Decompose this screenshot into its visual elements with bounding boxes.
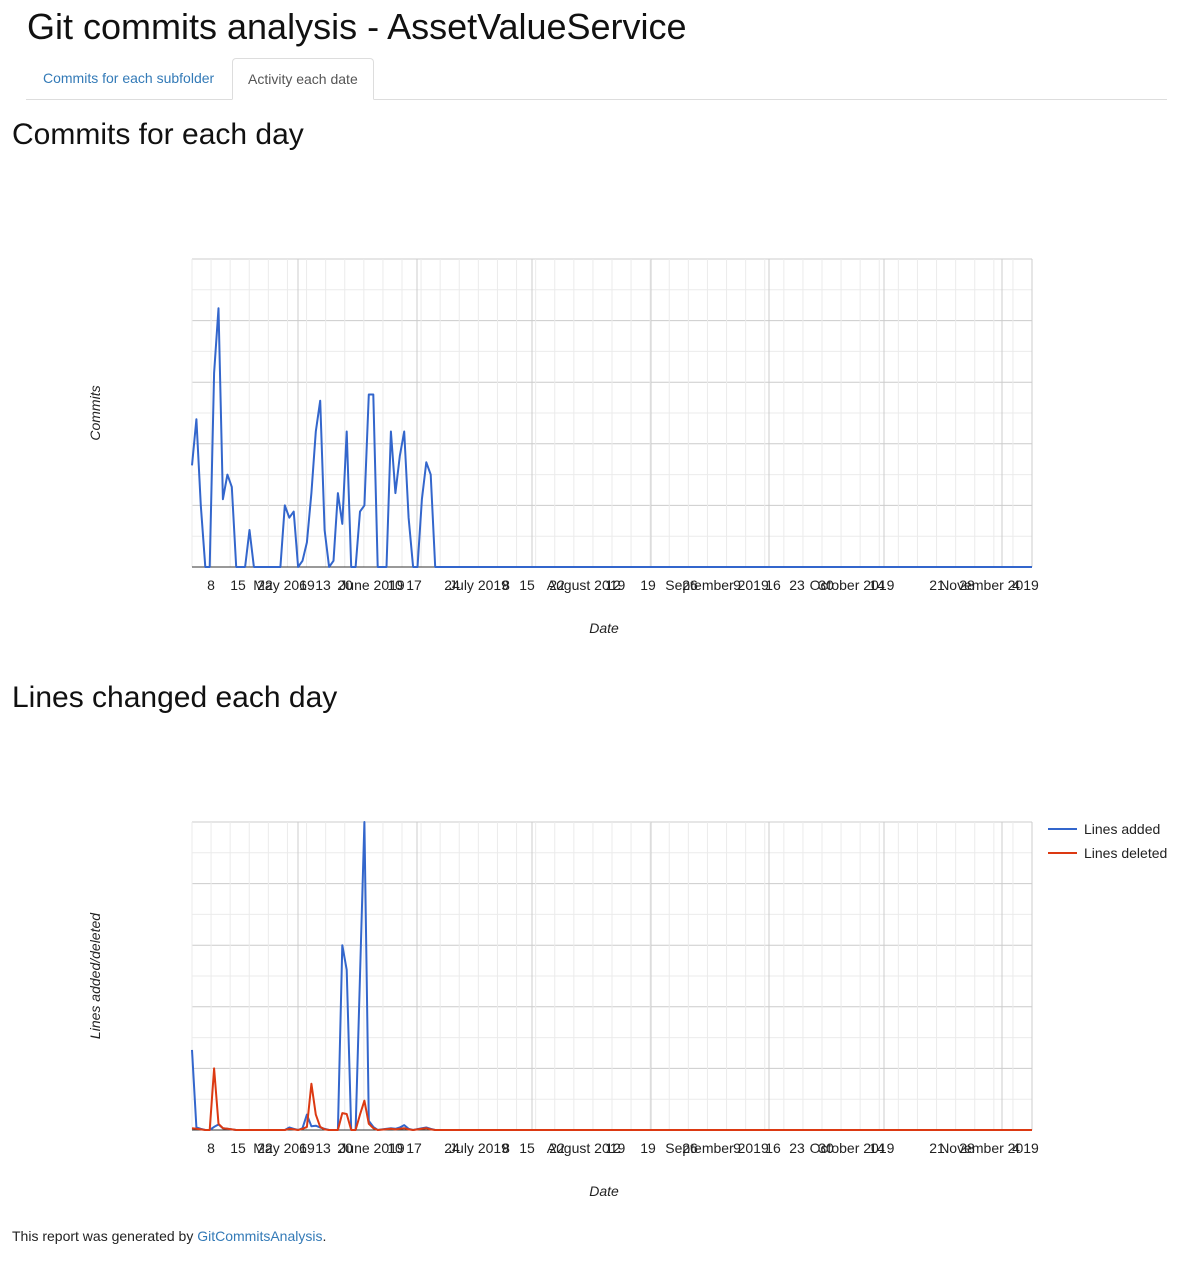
- x-tick-label: 16: [765, 577, 781, 593]
- x-tick-label: October 2019: [810, 577, 895, 593]
- x-tick-label: 12: [605, 577, 621, 593]
- chart-grid: [191, 821, 1033, 1131]
- lines-chart-heading: Lines changed each day: [12, 681, 338, 714]
- x-tick-label: 9: [733, 1140, 741, 1156]
- x-tick-label: 22: [257, 577, 273, 593]
- x-tick-label: 30: [818, 1140, 834, 1156]
- x-tick-label: 10: [387, 577, 403, 593]
- x-tick-label: 8: [207, 1140, 215, 1156]
- x-tick-label: 24: [444, 577, 460, 593]
- x-tick-label: 22: [257, 1140, 273, 1156]
- x-tick-label: 28: [959, 577, 975, 593]
- x-tick-label: 21: [929, 577, 945, 593]
- series-line-1: [191, 307, 1032, 568]
- x-axis-title: Date: [589, 1183, 619, 1199]
- x-tick-label: July 2019: [449, 1140, 509, 1156]
- x-tick-label: 28: [959, 1140, 975, 1156]
- x-tick-label: 19: [640, 1140, 656, 1156]
- x-tick-label: 8: [207, 577, 215, 593]
- legend-label: Lines added: [1084, 821, 1160, 837]
- x-tick-label: 9: [733, 577, 741, 593]
- x-tick-label: 8: [502, 1140, 510, 1156]
- x-tick-label: August 2019: [547, 1140, 626, 1156]
- footer-link[interactable]: GitCommitsAnalysis: [197, 1228, 323, 1244]
- tab-activity-each-date[interactable]: Activity each date: [232, 58, 374, 100]
- x-tick-label: June 2019: [339, 1140, 405, 1156]
- x-tick-label: 12: [605, 1140, 621, 1156]
- x-tick-label: 17: [406, 1140, 422, 1156]
- x-tick-label: May 2019: [253, 577, 315, 593]
- page-title: Git commits analysis - AssetValueService: [27, 6, 687, 47]
- x-tick-label: 8: [502, 577, 510, 593]
- x-tick-label: September 2019: [665, 1140, 769, 1156]
- legend-label: Lines deleted: [1084, 845, 1167, 861]
- x-tick-label: October 2019: [810, 1140, 895, 1156]
- x-tick-label: 15: [230, 1140, 246, 1156]
- y-axis-title: Lines added/deleted: [87, 912, 103, 1039]
- footer-text: This report was generated by: [12, 1228, 198, 1244]
- y-axis-title: Commits: [87, 385, 103, 440]
- x-tick-label: 15: [519, 1140, 535, 1156]
- footer-suffix: .: [322, 1228, 327, 1244]
- x-axis-title: Date: [589, 620, 619, 636]
- x-tick-label: 16: [765, 1140, 781, 1156]
- x-tick-label: 24: [444, 1140, 460, 1156]
- x-tick-label: 6: [299, 1140, 307, 1156]
- tab-commits-for-each-subfolder[interactable]: Commits for each subfolder: [43, 70, 215, 86]
- x-tick-label: 21: [929, 1140, 945, 1156]
- x-tick-label: 17: [406, 577, 422, 593]
- x-tick-label: 26: [682, 577, 698, 593]
- x-tick-label: 30: [818, 577, 834, 593]
- x-tick-label: 4: [1012, 577, 1020, 593]
- x-tick-label: 22: [549, 577, 565, 593]
- x-tick-label: 13: [315, 577, 331, 593]
- x-tick-label: 6: [299, 577, 307, 593]
- x-tick-label: 19: [640, 577, 656, 593]
- x-tick-label: 20: [337, 1140, 353, 1156]
- x-tick-label: 26: [682, 1140, 698, 1156]
- series-line-2: [191, 1067, 1032, 1131]
- x-tick-label: 23: [789, 577, 805, 593]
- lines-chart: 8 15 22 May 2019 6 13 20 June 2019 10 17 24 July 20…: [0, 763, 1186, 1203]
- x-tick-label: November 2019: [939, 1140, 1039, 1156]
- x-tick-label: 15: [230, 577, 246, 593]
- x-tick-label: 23: [789, 1140, 805, 1156]
- x-tick-label: August 2019: [547, 577, 626, 593]
- commits-chart: 8 15 22 May 2019 6 13 20 June 2019 10 17 24 July 20…: [0, 200, 1186, 640]
- commits-chart-heading: Commits for each day: [12, 118, 304, 151]
- x-tick-label: 14: [869, 1140, 885, 1156]
- x-tick-label: 4: [1012, 1140, 1020, 1156]
- x-tick-label: June 2019: [339, 577, 405, 593]
- x-tick-label: July 2019: [449, 577, 509, 593]
- x-tick-label: November 2019: [939, 577, 1039, 593]
- tab-bar: Commits for each subfolder Activity each…: [26, 58, 1167, 100]
- x-tick-label: 13: [315, 1140, 331, 1156]
- x-tick-label: September 2019: [665, 577, 769, 593]
- x-tick-label: 20: [337, 577, 353, 593]
- x-tick-label: 15: [519, 577, 535, 593]
- footer: This report was generated by GitCommitsA…: [12, 1228, 326, 1244]
- x-tick-label: May 2019: [253, 1140, 315, 1156]
- x-tick-label: 10: [387, 1140, 403, 1156]
- x-tick-label: 22: [549, 1140, 565, 1156]
- chart-grid: [191, 258, 1033, 568]
- x-tick-label: 14: [869, 577, 885, 593]
